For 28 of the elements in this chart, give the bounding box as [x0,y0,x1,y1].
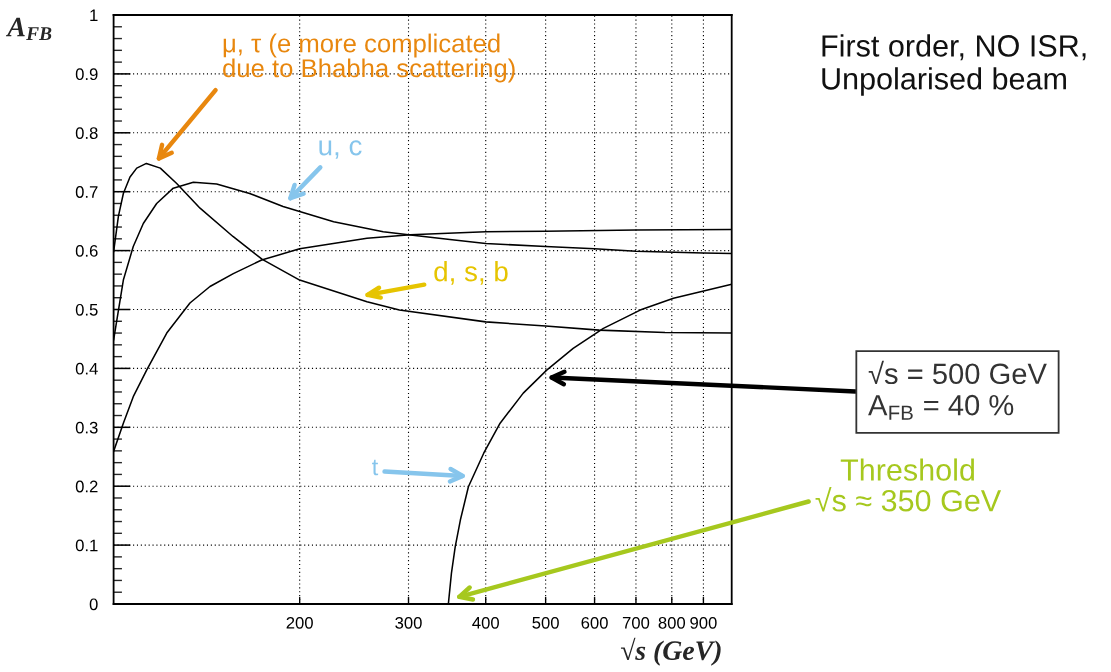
y-tick-label: 0.5 [75,303,98,316]
annotation: u, c [319,140,362,159]
x-tick-label: 300 [395,616,422,629]
y-tick-label: 0.6 [75,245,98,257]
annotation: t [372,459,379,476]
annotation: d, s, b [434,261,508,285]
y-tick-label: 0.9 [75,68,98,81]
y-tick-label: 0.8 [75,127,98,139]
y-tick-label: 1 [90,9,98,22]
y-tick-label: 0.4 [75,362,98,375]
annotation: √s = 500 GeV A$_{FB}$ = 40 % [868,360,1047,420]
x-tick-label: 900 [690,616,717,629]
annotation: μ, τ (e more complicated due to Bhabha scattering) [223,33,515,83]
x-tick-label: 400 [472,616,499,629]
y-tick-label: 0.7 [75,186,98,198]
x-tick-label: 700 [622,616,650,629]
x-tick-label: 800 [658,616,686,629]
y-tick-label: 0.1 [75,539,98,552]
x-tick-label: 200 [286,616,313,629]
y-tick-label: 0.3 [75,421,98,434]
annotation: Threshold √s ≈ 350 GeV [815,458,1002,512]
x-axis-title: √s (GeV) [620,637,721,666]
x-tick-label: 500 [532,616,559,629]
y-axis-title: A$_{FB}$ [5,17,52,41]
y-tick-label: 0 [89,598,98,611]
y-tick-label: 0.2 [75,480,98,493]
text: First order, NO ISR, Unpolarised beam [822,34,1086,96]
x-tick-label: 600 [581,616,608,629]
